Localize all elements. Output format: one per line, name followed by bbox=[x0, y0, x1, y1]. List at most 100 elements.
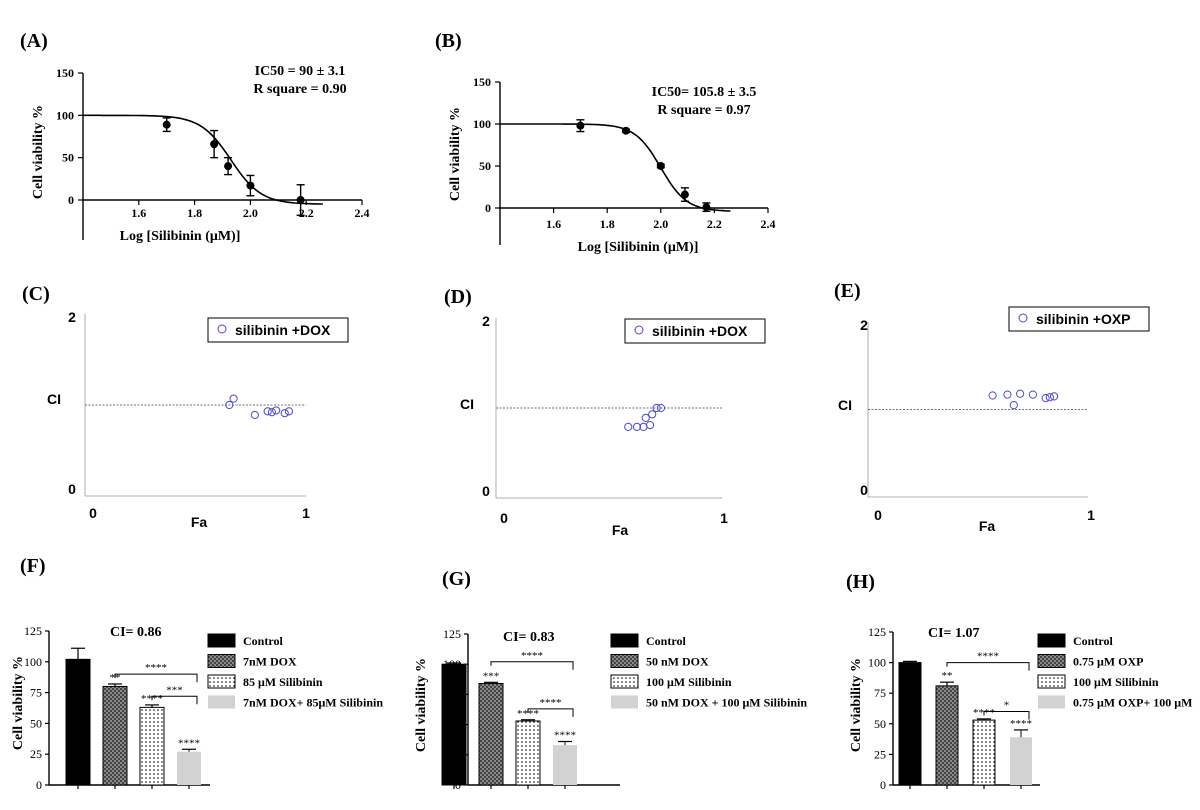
ci-point bbox=[272, 406, 281, 415]
fit-curve bbox=[83, 114, 323, 205]
y-tick-label: 50 bbox=[30, 716, 42, 730]
comparison-bracket bbox=[114, 673, 198, 683]
legend-label: Control bbox=[243, 634, 283, 648]
bar bbox=[972, 719, 996, 786]
comparison-bracket bbox=[151, 695, 198, 705]
ci-point bbox=[1028, 390, 1037, 399]
y-tick-label: 150 bbox=[56, 66, 74, 80]
comparison-bracket bbox=[946, 662, 1030, 671]
ci-point bbox=[656, 403, 666, 413]
ci-point bbox=[1049, 392, 1059, 401]
panel-label: (F) bbox=[20, 555, 46, 577]
significance-stars: **** bbox=[554, 730, 576, 742]
y-tick-label: 50 bbox=[62, 151, 74, 165]
y-tick-label: 100 bbox=[24, 655, 42, 669]
x-tick-label: 1 bbox=[1087, 507, 1095, 523]
legend-box bbox=[207, 317, 349, 343]
y-tick-label: 150 bbox=[473, 75, 491, 89]
panel-b: (B) 0 50 100 150 1.6 1.8 2.0 2.2 2.4 Log [Silibini… bbox=[435, 30, 776, 255]
ci-axis-label: CI bbox=[838, 397, 852, 413]
x-tick-label: 1.6 bbox=[546, 217, 561, 231]
legend-label: 0.75 μM OXP bbox=[1073, 655, 1143, 669]
y-tick-label: 100 bbox=[473, 117, 491, 131]
x-tick-label: 1 bbox=[302, 505, 310, 521]
x-tick-label: 2.2 bbox=[707, 217, 722, 231]
legend-swatch bbox=[1037, 674, 1066, 689]
data-point bbox=[656, 162, 665, 170]
legend-marker bbox=[634, 325, 644, 335]
data-point bbox=[296, 196, 305, 204]
ci-point bbox=[225, 400, 234, 410]
bar bbox=[65, 658, 91, 786]
ci-point bbox=[263, 407, 272, 416]
y-tick-label: 75 bbox=[874, 686, 886, 700]
bar bbox=[898, 662, 922, 786]
legend-label: 7nM DOX bbox=[243, 655, 297, 669]
legend-label: Control bbox=[1073, 634, 1113, 648]
panel-a: (A) 0 50 100 150 1.6 1.8 2.0 2.2 2.4 Log [Silibini… bbox=[20, 30, 370, 244]
data-point bbox=[246, 181, 255, 190]
y-tick-label: 50 bbox=[874, 717, 886, 731]
ci-axis-label: CI bbox=[47, 391, 61, 407]
fa-axis-label: Fa bbox=[612, 522, 629, 538]
significance-stars: ** bbox=[942, 670, 953, 682]
bar bbox=[139, 706, 165, 786]
ci-point bbox=[648, 410, 657, 419]
comparison-bracket bbox=[983, 711, 1030, 720]
ci-point bbox=[280, 409, 289, 418]
x-tick-label: 2.0 bbox=[243, 206, 258, 220]
y-tick-label: 0 bbox=[860, 482, 868, 498]
y-axis-title: Cell viability % bbox=[448, 107, 463, 201]
panel-label: (G) bbox=[442, 568, 471, 590]
y-axis-title: Cell viability % bbox=[849, 658, 864, 752]
data-point bbox=[224, 162, 233, 171]
bar bbox=[553, 745, 577, 785]
x-tick-label: 2.0 bbox=[653, 217, 668, 231]
fa-axis-label: Fa bbox=[191, 514, 208, 530]
ci-point bbox=[1003, 390, 1012, 399]
ci-value: CI= 0.86 bbox=[110, 625, 162, 640]
legend-box bbox=[1008, 306, 1150, 332]
legend-swatch bbox=[207, 674, 236, 689]
bracket-stars: *** bbox=[166, 684, 183, 696]
y-axis-title: Cell viability % bbox=[414, 658, 429, 752]
x-tick-label: 2.2 bbox=[299, 206, 314, 220]
y-axis-title: Cell viability % bbox=[31, 105, 46, 199]
panel-label: (H) bbox=[846, 571, 875, 593]
panel-f: (F) 0 25 50 75 100 125 Cell viability % CI= 0.86… bbox=[11, 555, 383, 792]
y-tick-label: 50 bbox=[479, 159, 491, 173]
significance-stars: **** bbox=[1010, 718, 1032, 730]
legend-swatch bbox=[207, 633, 236, 648]
bar bbox=[515, 720, 541, 786]
x-tick-label: 1 bbox=[720, 510, 728, 526]
x-tick-label: 2.4 bbox=[355, 206, 370, 220]
significance-stars: **** bbox=[517, 708, 539, 720]
legend-label: 50 nM DOX + 100 μM Silibinin bbox=[646, 696, 807, 710]
legend-label: silibinin +OXP bbox=[1036, 311, 1131, 327]
bracket-stars: **** bbox=[145, 662, 167, 674]
panel-label: (D) bbox=[444, 286, 472, 308]
x-tick-label: 1.8 bbox=[187, 206, 202, 220]
ci-value: CI= 1.07 bbox=[928, 626, 980, 641]
legend-label: 0.75 μM OXP+ 100 μM bbox=[1073, 696, 1192, 710]
bracket-stars: * bbox=[1004, 700, 1010, 712]
bar bbox=[935, 685, 959, 786]
ic50-annotation: R square = 0.97 bbox=[657, 103, 750, 118]
panel-label: (C) bbox=[22, 283, 50, 305]
legend-swatch bbox=[1037, 633, 1066, 648]
data-point bbox=[210, 140, 219, 149]
bar bbox=[177, 751, 201, 785]
x-tick-label: 0 bbox=[500, 510, 508, 526]
ci-point bbox=[645, 421, 655, 430]
fa-axis-label: Fa bbox=[979, 518, 996, 534]
data-point bbox=[621, 126, 630, 135]
y-tick-label: 125 bbox=[24, 624, 42, 638]
bracket-stars: **** bbox=[540, 697, 562, 709]
y-tick-label: 2 bbox=[68, 309, 76, 325]
panel-d: (D) 2 0 CI 0 1 Fa silibinin +DOX bbox=[444, 286, 766, 538]
ci-point bbox=[624, 422, 633, 431]
legend-label: 85 μM Silibinin bbox=[243, 675, 323, 689]
legend-swatch bbox=[207, 654, 236, 668]
x-tick-label: 1.6 bbox=[131, 206, 146, 220]
